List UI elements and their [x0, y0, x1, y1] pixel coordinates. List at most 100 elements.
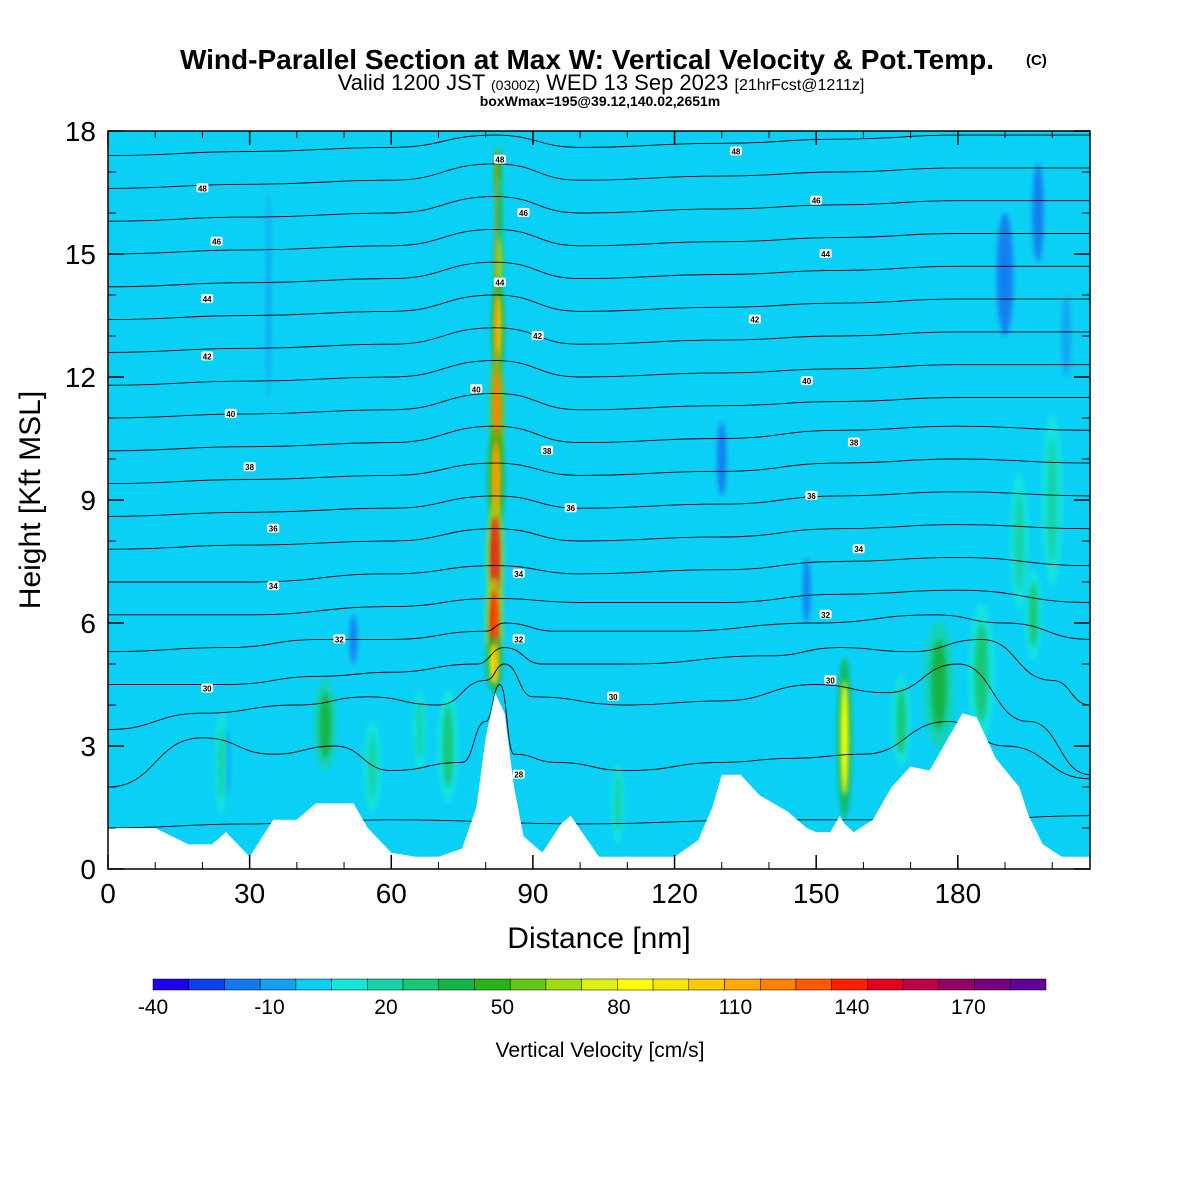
- contour-label: 32: [819, 609, 832, 620]
- contour-label: 36: [267, 523, 280, 534]
- contour-label-text: 44: [495, 279, 504, 288]
- contour-label-text: 36: [807, 492, 816, 501]
- x-axis-label: Distance [nm]: [507, 922, 690, 955]
- contour-label-text: 30: [609, 693, 618, 702]
- colorbar-swatch: [295, 978, 332, 991]
- colorbar-swatch: [688, 978, 725, 991]
- updraft-patch: [974, 623, 989, 722]
- contour-label-text: 32: [821, 611, 830, 620]
- contour-label-text: 46: [812, 197, 821, 206]
- contour-label-text: 46: [519, 209, 528, 218]
- colorbar-tick-label: 50: [491, 996, 514, 1019]
- contour-label: 32: [333, 634, 346, 644]
- subtitle-forecast: [21hrFcst@1211z]: [735, 77, 865, 94]
- theta-contour: [108, 663, 1090, 776]
- y-tick-label: 3: [80, 731, 96, 762]
- colorbar-tick-label: 20: [374, 996, 397, 1019]
- updraft-patch: [218, 725, 225, 800]
- contour-label: 40: [800, 376, 813, 386]
- contour-label-text: 30: [203, 685, 212, 694]
- x-tick-label: 90: [517, 878, 548, 909]
- contour-label-text: 48: [731, 148, 740, 157]
- updraft-column: [493, 151, 499, 681]
- updraft-patch: [1029, 582, 1038, 648]
- colorbar-tick-label: 140: [834, 996, 869, 1019]
- updraft-patch: [442, 705, 454, 787]
- colorbar-swatch: [438, 978, 475, 991]
- contour-label: 42: [201, 351, 214, 362]
- contour-label: 36: [564, 503, 577, 513]
- colorbar-swatch: [474, 978, 511, 991]
- chart-subtitle-2: boxWmax=195@39.12,140.02,2651m: [480, 93, 721, 109]
- contour-label-text: 34: [514, 570, 523, 579]
- downdraft-patch: [266, 192, 271, 398]
- updraft-patch: [368, 733, 377, 800]
- x-tick-label: 30: [234, 878, 265, 909]
- updraft-patch: [896, 688, 906, 755]
- contour-label: 46: [210, 236, 223, 247]
- contour-label: 30: [607, 691, 620, 702]
- contour-label-text: 36: [566, 504, 575, 513]
- colorbar-swatch: [831, 978, 868, 991]
- contour-label: 48: [196, 183, 209, 193]
- chart-title: Wind-Parallel Section at Max W: Vertical…: [180, 44, 994, 75]
- contour-label: 48: [729, 146, 742, 157]
- theta-contour: [108, 638, 1090, 706]
- colorbar: -40 -10 20 50 80 110 140 170: [138, 978, 1047, 1019]
- theta-contour: [108, 524, 1090, 550]
- contour-label: 46: [517, 208, 530, 218]
- y-tick-label: 18: [65, 116, 96, 147]
- theta-contour: [108, 556, 1090, 583]
- downdraft-patch: [717, 422, 727, 496]
- contour-label: 34: [512, 568, 525, 579]
- y-tick-label: 0: [80, 854, 96, 885]
- theta-contour: [108, 614, 1090, 653]
- contour-label-text: 38: [543, 447, 552, 456]
- theta-contour: [108, 261, 1090, 288]
- contour-label-text: 34: [854, 545, 863, 554]
- contour-label: 44: [201, 294, 214, 304]
- contour-label: 46: [810, 195, 823, 206]
- contour-label-text: 30: [826, 676, 835, 685]
- contour-label: 40: [470, 384, 483, 394]
- contour-label-text: 36: [269, 525, 278, 534]
- theta-contour: [108, 163, 1090, 189]
- updraft-patch: [319, 692, 331, 759]
- contour-labels: 48 46 44 42 40 38 36 34 32 30 48 46 44 42 40 38 36 34 32 30…: [196, 146, 865, 780]
- contour-label: 42: [531, 331, 544, 341]
- y-tick-label: 12: [65, 362, 96, 393]
- contour-label: 44: [493, 277, 506, 288]
- theta-contour: [108, 196, 1090, 222]
- theta-contour: [108, 228, 1090, 255]
- contour-label-text: 40: [802, 377, 811, 386]
- colorbar-swatch: [259, 978, 297, 991]
- contour-label-text: 32: [514, 635, 523, 644]
- colorbar-swatch: [152, 978, 189, 991]
- downdraft-patch: [802, 557, 811, 623]
- theta-contour: [108, 684, 1090, 788]
- y-axis-label: Height [Kft MSL]: [14, 391, 47, 609]
- contour-label-text: 48: [198, 184, 207, 193]
- contour-label-text: 40: [472, 385, 481, 394]
- contour-label: 30: [201, 683, 214, 694]
- colorbar-tick-label: -40: [138, 996, 168, 1019]
- updraft-patch: [931, 639, 947, 730]
- contour-label: 40: [224, 408, 237, 419]
- theta-contour: [108, 360, 1090, 386]
- colorbar-swatch: [617, 978, 654, 991]
- contour-label: 30: [824, 675, 837, 685]
- colorbar-label: Vertical Velocity [cm/s]: [496, 1039, 705, 1062]
- contour-label: 34: [267, 581, 280, 591]
- updraft-patch: [840, 680, 849, 796]
- theta-contour: [108, 589, 1090, 616]
- y-tick-label: 9: [80, 485, 96, 516]
- contour-label-text: 44: [203, 295, 212, 304]
- theta-contour: [108, 294, 1090, 321]
- colorbar-swatch: [974, 978, 1011, 991]
- colorbar-swatch: [759, 978, 797, 991]
- chart-title-mark: (C): [1026, 52, 1047, 69]
- contour-label-text: 42: [750, 316, 759, 325]
- chart-subtitle: Valid 1200 JST (0300Z) WED 13 Sep 2023 […: [338, 70, 865, 95]
